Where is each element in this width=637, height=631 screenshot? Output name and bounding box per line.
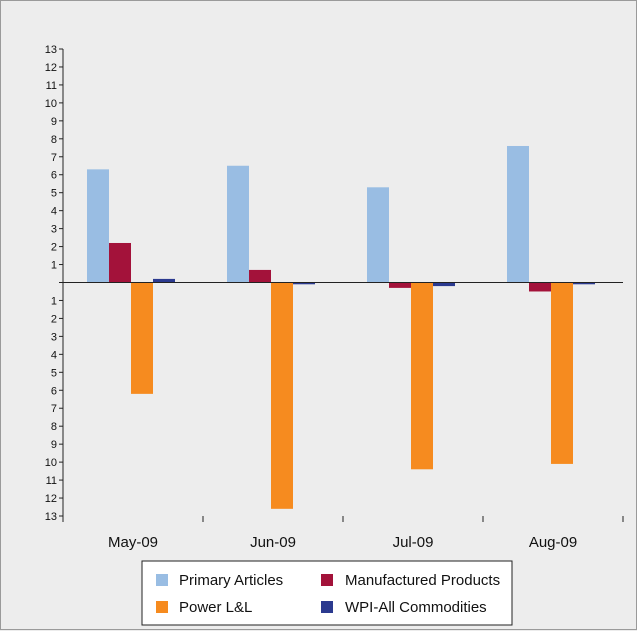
y-tick-label: 11 bbox=[46, 80, 57, 92]
y-tick-label: 9 bbox=[51, 116, 57, 128]
bar bbox=[389, 282, 411, 288]
y-tick-label: 9 bbox=[51, 439, 57, 451]
bar bbox=[131, 282, 153, 394]
bar bbox=[573, 282, 595, 285]
y-tick-label: 1 bbox=[51, 295, 57, 307]
y-tick-label: 4 bbox=[51, 349, 57, 361]
x-category-label: May-09 bbox=[108, 534, 158, 551]
y-tick-label: 2 bbox=[51, 242, 57, 254]
bar bbox=[109, 242, 131, 283]
bar bbox=[433, 282, 455, 287]
bar bbox=[227, 165, 249, 283]
legend-swatch-primary-articles bbox=[156, 574, 168, 586]
bar bbox=[293, 282, 315, 285]
y-tick-label: 12 bbox=[45, 62, 57, 74]
legend-label-power: Power L&L bbox=[179, 599, 252, 616]
bar bbox=[367, 187, 389, 283]
legend-swatch-wpi-all-commodities bbox=[321, 601, 333, 613]
y-tick-label: 1 bbox=[51, 260, 57, 272]
legend-item-primary-articles: Primary Articles bbox=[156, 572, 283, 589]
legend-swatch-manufactured-products bbox=[321, 574, 333, 586]
y-tick-label: 5 bbox=[51, 367, 57, 379]
legend-label-manufactured-products: Manufactured Products bbox=[345, 572, 500, 589]
y-tick-label: 3 bbox=[51, 331, 57, 343]
y-tick-label: 12 bbox=[45, 493, 57, 505]
legend-item-manufactured-products: Manufactured Products bbox=[321, 572, 500, 589]
y-tick-label: 6 bbox=[51, 385, 57, 397]
bar bbox=[271, 282, 293, 509]
legend-label-primary-articles: Primary Articles bbox=[179, 572, 283, 589]
y-tick-label: 5 bbox=[51, 188, 57, 200]
y-tick-label: 7 bbox=[51, 152, 57, 164]
bars bbox=[87, 145, 595, 509]
y-tick-label: 8 bbox=[51, 421, 57, 433]
y-tick-label: 3 bbox=[51, 224, 57, 236]
y-tick-label: 7 bbox=[51, 403, 57, 415]
legend-swatch-power bbox=[156, 601, 168, 613]
bar bbox=[551, 282, 573, 464]
bar bbox=[153, 278, 175, 283]
bar bbox=[87, 169, 109, 283]
x-category-label: Jul-09 bbox=[393, 534, 434, 551]
legend-item-power: Power L&L bbox=[156, 599, 252, 616]
y-tick-label: 10 bbox=[45, 457, 57, 469]
x-category-label: Jun-09 bbox=[250, 534, 296, 551]
bar bbox=[507, 145, 529, 283]
y-tick-label: 8 bbox=[51, 134, 57, 146]
y-tick-label: 13 bbox=[45, 44, 57, 56]
y-tick-label: 10 bbox=[45, 98, 57, 110]
bar bbox=[411, 282, 433, 470]
y-tick-label: 6 bbox=[51, 170, 57, 182]
legend-box bbox=[141, 560, 513, 626]
legend-item-wpi-all-commodities: WPI-All Commodities bbox=[321, 599, 487, 616]
x-axis: May-09 Jun-09 Jul-09 Aug-09 bbox=[62, 282, 624, 551]
bar bbox=[529, 282, 551, 292]
y-tick-label: 13 bbox=[45, 511, 57, 523]
y-tick-label: 11 bbox=[46, 475, 57, 487]
legend: Primary Articles Manufactured Products P… bbox=[141, 560, 513, 626]
legend-label-wpi-all-commodities: WPI-All Commodities bbox=[345, 599, 487, 616]
y-tick-label: 4 bbox=[51, 206, 57, 218]
bar bbox=[249, 269, 271, 283]
y-tick-label: 2 bbox=[51, 313, 57, 325]
x-category-label: Aug-09 bbox=[529, 534, 577, 551]
